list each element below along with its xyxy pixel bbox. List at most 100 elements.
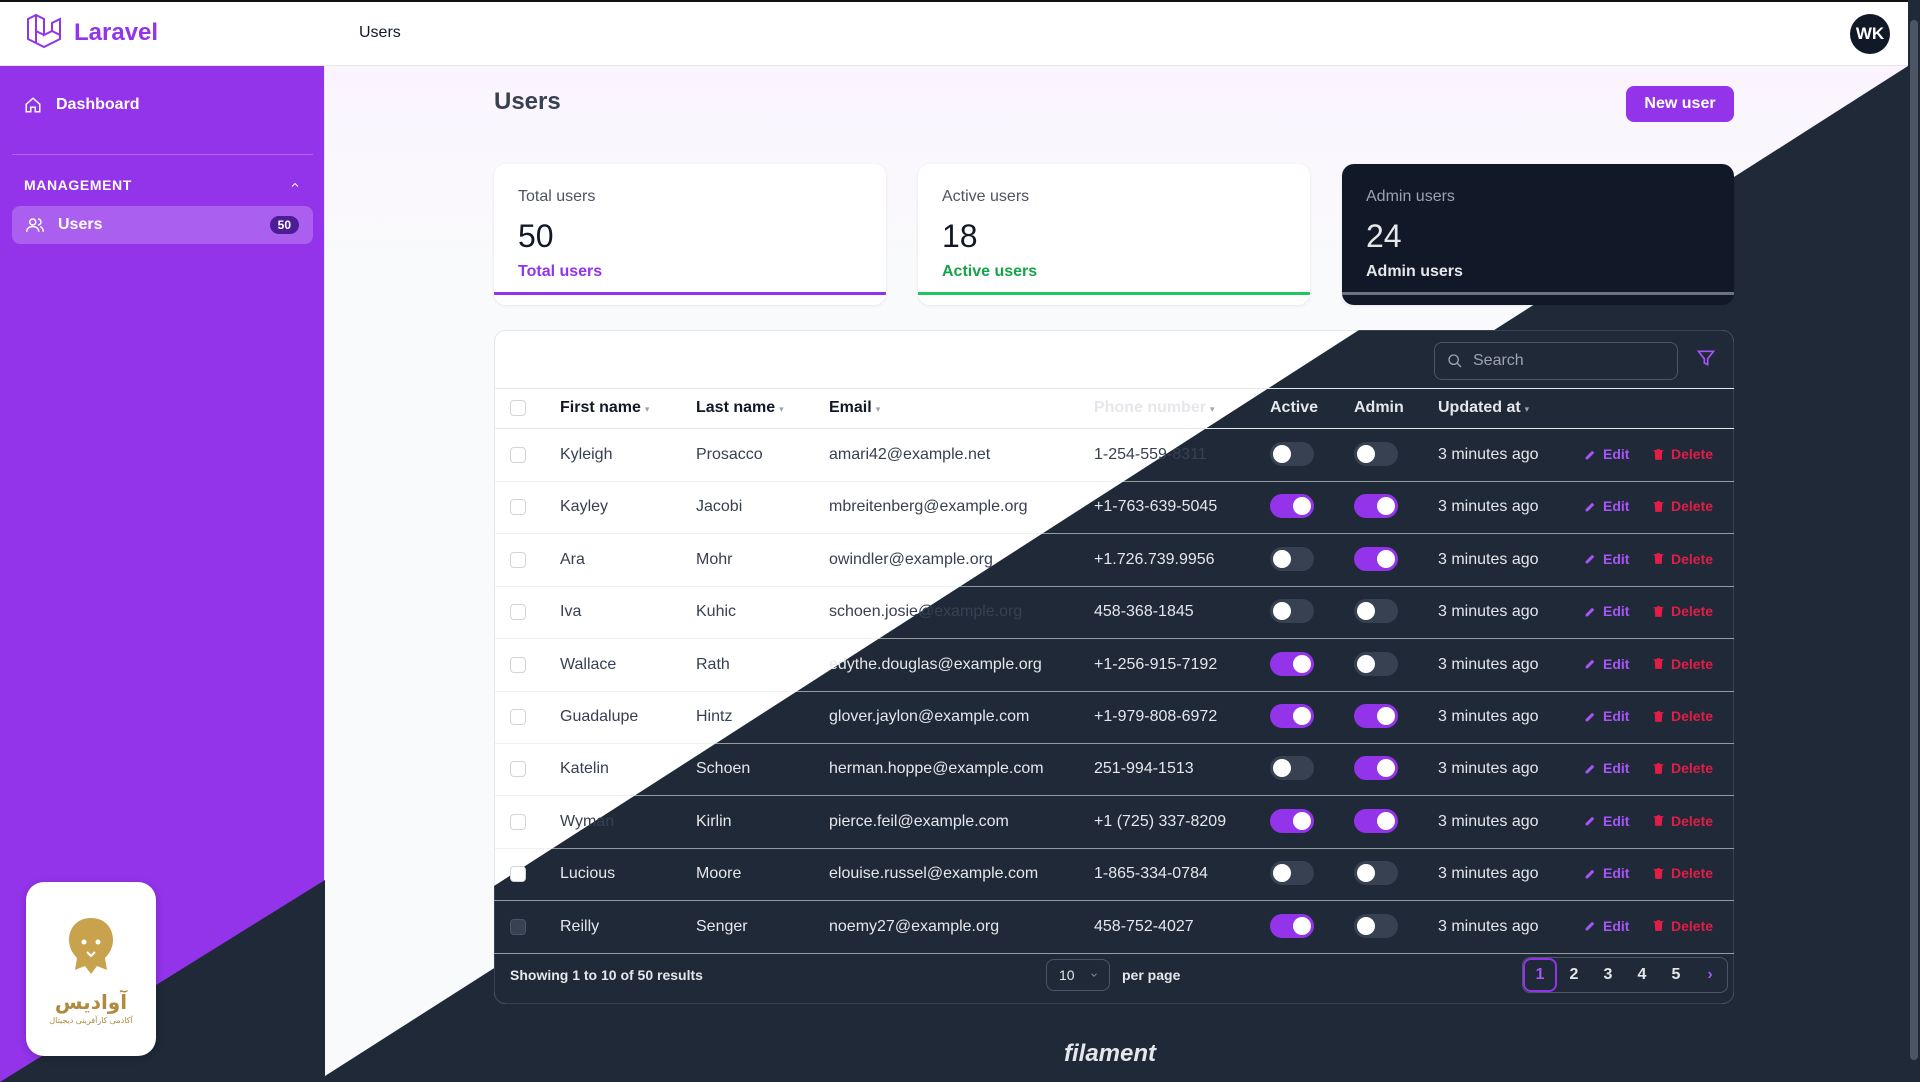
divider bbox=[494, 743, 1734, 744]
edit-button[interactable]: Edit bbox=[1584, 918, 1629, 934]
edit-button[interactable]: Edit bbox=[1584, 865, 1629, 881]
row-checkbox[interactable] bbox=[510, 918, 526, 935]
select-all-checkbox[interactable] bbox=[510, 400, 526, 416]
active-toggle[interactable] bbox=[1270, 442, 1314, 466]
admin-toggle[interactable] bbox=[1354, 913, 1398, 938]
brand[interactable]: Laravel bbox=[0, 0, 325, 66]
avatar[interactable]: WK bbox=[1850, 14, 1890, 54]
edit-button[interactable]: Edit bbox=[1584, 760, 1629, 776]
search-input[interactable]: Search bbox=[1434, 342, 1678, 380]
edit-button[interactable]: Edit bbox=[1584, 551, 1629, 567]
admin-toggle[interactable] bbox=[1354, 704, 1398, 728]
table-row[interactable]: Ara Mohr owindler@example.org +1.726.739.99… bbox=[494, 534, 1734, 586]
edit-button[interactable]: Edit bbox=[1584, 656, 1629, 672]
filter-icon[interactable] bbox=[1696, 348, 1716, 368]
delete-button[interactable]: Delete bbox=[1652, 551, 1713, 567]
cell-phone: 1-865-334-0784 bbox=[1094, 865, 1208, 883]
active-toggle[interactable] bbox=[1270, 546, 1314, 571]
cell-last-name: Kuhic bbox=[696, 603, 737, 621]
edit-button[interactable]: Edit bbox=[1584, 498, 1629, 514]
admin-toggle[interactable] bbox=[1354, 599, 1398, 624]
row-checkbox[interactable] bbox=[510, 551, 526, 568]
pencil-icon bbox=[1585, 555, 1595, 564]
active-toggle[interactable] bbox=[1270, 494, 1314, 519]
scrollbar-thumb[interactable] bbox=[1910, 20, 1918, 1060]
table-row[interactable]: Iva Kuhic schoen.josie@example.org 458-368-… bbox=[494, 586, 1734, 638]
table-row[interactable]: Kyleigh Prosacco amari42@example.net 1-254-… bbox=[494, 429, 1734, 481]
admin-toggle[interactable] bbox=[1354, 808, 1398, 833]
row-checkbox[interactable] bbox=[510, 656, 526, 673]
page-3-button[interactable]: 3 bbox=[1603, 966, 1613, 983]
per-page-select[interactable]: 10 bbox=[1046, 959, 1110, 991]
toggle-knob bbox=[1293, 707, 1311, 725]
toggle-knob bbox=[1293, 811, 1311, 830]
delete-button[interactable]: Delete bbox=[1652, 813, 1713, 829]
chevron-up-icon[interactable] bbox=[289, 179, 301, 191]
edit-button[interactable]: Edit bbox=[1584, 446, 1629, 462]
row-checkbox[interactable] bbox=[510, 709, 526, 725]
delete-button[interactable]: Delete bbox=[1652, 446, 1713, 462]
admin-toggle[interactable] bbox=[1354, 756, 1398, 781]
page-1-button[interactable]: 1 bbox=[1523, 958, 1557, 992]
row-checkbox[interactable] bbox=[510, 447, 526, 463]
table-row[interactable]: Wallace Rath edythe.douglas@example.org +1-… bbox=[494, 639, 1734, 691]
column-email[interactable]: Email ▾ bbox=[829, 399, 881, 416]
sidebar-item-dashboard[interactable]: Dashboard bbox=[24, 96, 140, 114]
next-page-button[interactable]: › bbox=[1707, 966, 1713, 983]
page-4-button[interactable]: 4 bbox=[1637, 966, 1647, 983]
delete-label: Delete bbox=[1671, 655, 1714, 672]
table-row[interactable]: Wyman Kirlin pierce.feil@example.com +1 (72… bbox=[494, 796, 1734, 848]
row-checkbox[interactable] bbox=[510, 761, 526, 778]
table-row[interactable]: Kayley Jacobi mbreitenberg@example.org +1-7… bbox=[494, 481, 1734, 533]
edit-label: Edit bbox=[1603, 865, 1630, 882]
admin-toggle[interactable] bbox=[1354, 861, 1398, 886]
admin-toggle[interactable] bbox=[1354, 546, 1398, 571]
table-row[interactable]: Reilly Senger noemy27@example.org 458-752-4… bbox=[494, 901, 1734, 953]
column-first-name[interactable]: First name ▾ bbox=[560, 399, 650, 416]
row-checkbox[interactable] bbox=[510, 813, 526, 830]
column-phone[interactable]: Phone number ▾ bbox=[1094, 399, 1215, 416]
table-row[interactable]: Guadalupe Hintz glover.jaylon@example.com +… bbox=[494, 691, 1734, 743]
page-5-button[interactable]: 5 bbox=[1671, 966, 1681, 983]
active-toggle[interactable] bbox=[1270, 913, 1314, 938]
edit-button[interactable]: Edit bbox=[1584, 813, 1629, 829]
edit-button[interactable]: Edit bbox=[1584, 708, 1629, 724]
delete-button[interactable]: Delete bbox=[1652, 708, 1713, 724]
delete-button[interactable]: Delete bbox=[1652, 603, 1713, 619]
active-toggle[interactable] bbox=[1270, 704, 1314, 728]
page-2-button[interactable]: 2 bbox=[1569, 966, 1579, 983]
delete-button[interactable]: Delete bbox=[1652, 760, 1713, 776]
admin-toggle[interactable] bbox=[1354, 442, 1398, 466]
trash-icon bbox=[1653, 448, 1664, 460]
active-toggle[interactable] bbox=[1270, 599, 1314, 624]
sidebar-group-management[interactable]: MANAGEMENT bbox=[24, 177, 301, 193]
delete-button[interactable]: Delete bbox=[1652, 656, 1713, 672]
trash-icon bbox=[1653, 762, 1664, 774]
new-user-button[interactable]: New user bbox=[1626, 86, 1734, 122]
active-toggle[interactable] bbox=[1270, 756, 1314, 781]
table-row[interactable]: Katelin Schoen herman.hoppe@example.com 251… bbox=[494, 743, 1734, 795]
active-toggle[interactable] bbox=[1270, 808, 1314, 833]
delete-button[interactable]: Delete bbox=[1652, 918, 1713, 934]
table-row[interactable]: Lucious Moore elouise.russel@example.com 1-… bbox=[494, 848, 1734, 900]
sidebar-item-users[interactable]: Users 50 bbox=[12, 206, 313, 244]
row-checkbox[interactable] bbox=[510, 499, 526, 516]
admin-toggle[interactable] bbox=[1354, 651, 1398, 676]
stat-admin-users: Admin users 24 Admin users bbox=[1342, 164, 1734, 305]
admin-toggle[interactable] bbox=[1354, 494, 1398, 519]
toggle-knob bbox=[1293, 497, 1311, 516]
column-updated-at[interactable]: Updated at ▾ bbox=[1438, 399, 1530, 416]
edit-button[interactable]: Edit bbox=[1584, 603, 1629, 619]
column-active: Active bbox=[1270, 399, 1319, 416]
row-checkbox[interactable] bbox=[510, 866, 526, 883]
search-icon bbox=[1448, 354, 1462, 368]
row-checkbox[interactable] bbox=[510, 604, 526, 621]
delete-button[interactable]: Delete bbox=[1652, 498, 1713, 514]
active-toggle[interactable] bbox=[1270, 651, 1314, 676]
users-count-badge: 50 bbox=[269, 216, 299, 234]
delete-button[interactable]: Delete bbox=[1652, 865, 1713, 881]
cell-email: herman.hoppe@example.com bbox=[829, 760, 1044, 778]
breadcrumb[interactable]: Users bbox=[359, 23, 401, 41]
column-last-name[interactable]: Last name ▾ bbox=[696, 399, 784, 416]
active-toggle[interactable] bbox=[1270, 861, 1314, 886]
